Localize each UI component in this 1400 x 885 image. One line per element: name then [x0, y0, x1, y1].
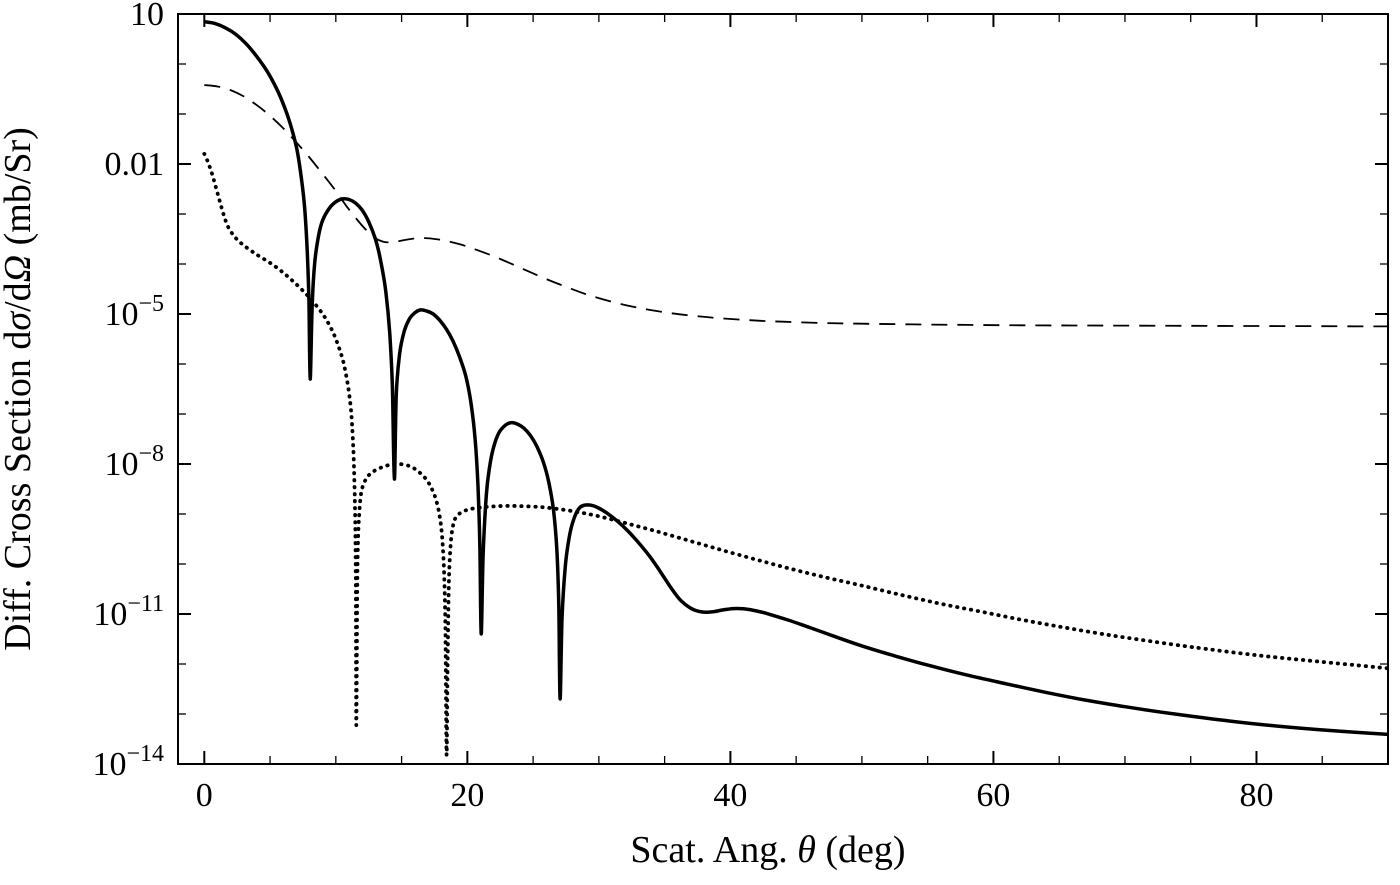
- x-tick-label: 60: [976, 777, 1010, 814]
- y-tick-label: 10−8: [104, 441, 164, 483]
- y-tick-label: 10−5: [104, 291, 164, 333]
- y-axis-label: Diff. Cross Section dσ/dΩ (mb/Sr): [0, 127, 39, 651]
- plot-frame: [177, 13, 1389, 765]
- dashed-curve: [204, 84, 1388, 328]
- x-axis-label: Scat. Ang. θ (deg): [630, 829, 905, 871]
- x-tick-label: 0: [196, 777, 213, 814]
- x-tick-label: 40: [713, 777, 747, 814]
- y-tick-label: 0.01: [105, 146, 165, 183]
- x-tick-label: 20: [450, 777, 484, 814]
- dotted-curve: [202, 151, 1388, 758]
- y-tick-label: 10−14: [92, 741, 164, 783]
- solid-curve: [204, 19, 1388, 737]
- x-tick-label: 80: [1239, 777, 1273, 814]
- y-tick-label: 10−11: [93, 591, 164, 633]
- y-tick-label: 10: [130, 0, 164, 33]
